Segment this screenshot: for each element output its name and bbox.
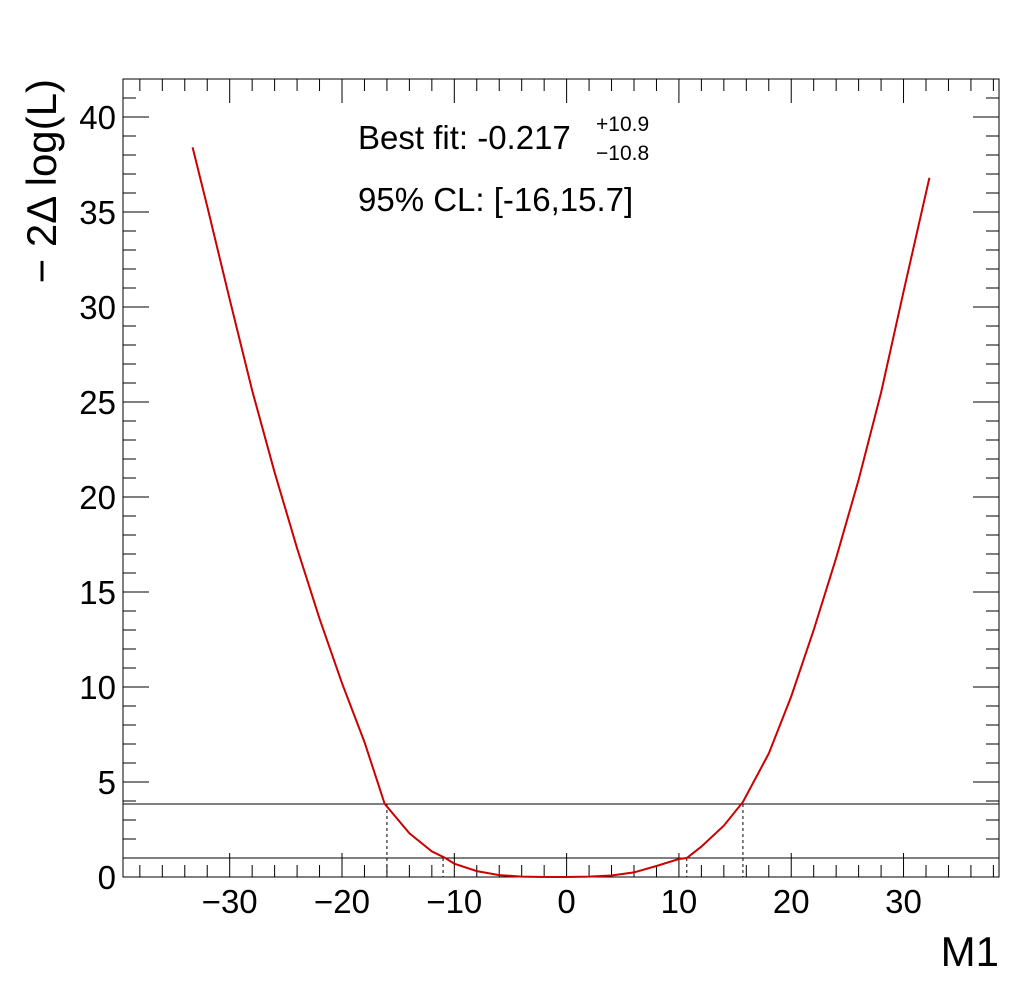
likelihood-curve: [191, 147, 931, 878]
x-tick-label: 30: [885, 883, 922, 920]
axis-ticks: [123, 78, 999, 878]
x-tick-label: −10: [426, 883, 482, 920]
x-tick-labels: −30 −20 −10 0 10 20 30: [202, 883, 922, 920]
y-axis-title: − 2Δ log(L): [18, 79, 65, 283]
x-axis-title: M1: [941, 928, 999, 975]
x-tick-label: 0: [557, 883, 575, 920]
interval-markers: [386, 804, 744, 877]
best-fit-up-error: +10.9: [596, 113, 649, 136]
y-tick-label: 25: [79, 384, 116, 421]
y-tick-label: 0: [98, 859, 116, 896]
x-tick-label: −20: [314, 883, 370, 920]
y-tick-labels: 0 5 10 15 20 25 30 35 40: [79, 99, 116, 896]
y-tick-label: 10: [79, 669, 116, 706]
best-fit-label: Best fit: -0.217: [358, 119, 571, 156]
best-fit-down-error: −10.8: [596, 142, 649, 165]
y-tick-label: 30: [79, 289, 116, 326]
confidence-interval-label: 95% CL: [-16,15.7]: [358, 181, 633, 218]
y-tick-label: 15: [79, 574, 116, 611]
y-tick-label: 35: [79, 194, 116, 231]
x-tick-label: 20: [773, 883, 810, 920]
y-tick-label: 20: [79, 479, 116, 516]
y-tick-label: 40: [79, 99, 116, 136]
y-tick-label: 5: [98, 764, 116, 801]
x-tick-label: 10: [661, 883, 698, 920]
reference-lines: [123, 803, 999, 859]
x-tick-label: −30: [202, 883, 258, 920]
